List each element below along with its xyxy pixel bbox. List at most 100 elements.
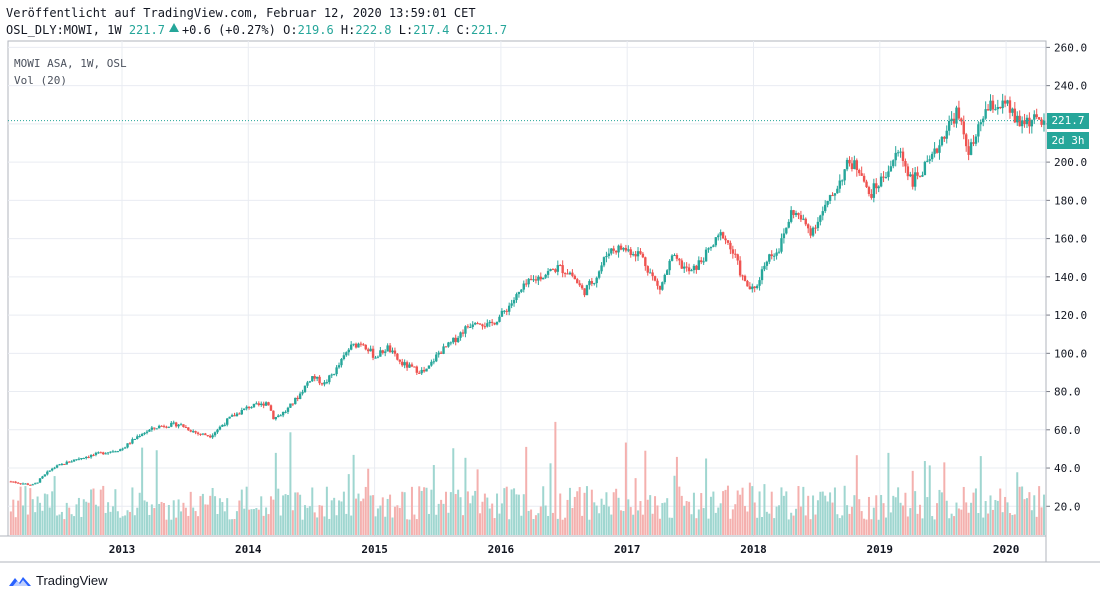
candle-body <box>877 186 880 189</box>
volume-bar <box>530 509 533 535</box>
candle-body <box>887 171 890 178</box>
candle-body <box>323 382 326 385</box>
candle-body <box>785 227 788 234</box>
candle-body <box>128 443 132 445</box>
volume-bar <box>1035 516 1038 535</box>
volume-bar <box>897 487 900 535</box>
volume-bar <box>194 511 197 535</box>
volume-bar <box>758 491 761 535</box>
volume-bar <box>406 519 409 535</box>
candle-body <box>301 392 304 394</box>
volume-bar <box>663 502 666 535</box>
volume-bar <box>85 501 88 535</box>
volume-bar <box>585 486 588 535</box>
volume-bar <box>211 487 214 535</box>
symbol-label[interactable]: OSL_DLY:MOWI, 1W <box>6 23 122 37</box>
volume-bar <box>442 503 445 535</box>
volume-bar <box>308 506 311 535</box>
candle-body <box>138 436 141 438</box>
volume-bar <box>564 517 567 535</box>
volume-bar <box>109 511 112 535</box>
candle-body <box>456 337 460 342</box>
volume-bar <box>410 486 413 535</box>
candle-body <box>933 148 936 154</box>
volume-bar <box>797 486 800 535</box>
candle-body <box>542 277 545 280</box>
volume-legend[interactable]: Vol (20) <box>14 74 67 87</box>
candle-body <box>510 303 513 306</box>
volume-bar <box>547 515 550 535</box>
candle-body <box>131 439 134 444</box>
candle-body <box>602 257 606 266</box>
candle-body <box>950 118 953 121</box>
candle-body <box>362 344 365 346</box>
candle-body <box>802 218 805 220</box>
candle-body <box>415 366 419 373</box>
candle-body <box>717 235 720 238</box>
volume-bar <box>153 508 156 535</box>
candle-body <box>401 361 404 366</box>
volume-bar <box>393 506 396 535</box>
volume-bar <box>554 421 557 535</box>
volume-bar <box>77 497 80 535</box>
volume-bar <box>250 509 253 535</box>
volume-bar <box>513 488 516 535</box>
candle-body <box>972 142 975 144</box>
candle-body <box>726 240 730 243</box>
price-change: +0.6 (+0.27%) <box>181 23 276 37</box>
candle-body <box>984 109 987 119</box>
volume-bar <box>712 491 715 535</box>
volume-bar <box>333 497 336 535</box>
candle-body <box>566 273 569 275</box>
volume-bar <box>629 507 632 535</box>
candle-body <box>678 258 681 261</box>
candle-body <box>89 454 93 458</box>
candle-body <box>396 353 399 360</box>
volume-bar <box>63 519 66 535</box>
candle-body <box>357 343 360 348</box>
volume-bar <box>301 519 304 535</box>
candle-body <box>165 426 168 428</box>
candle-body <box>595 277 598 284</box>
volume-bar <box>328 518 331 535</box>
candle-body <box>962 121 965 135</box>
candle-body <box>340 358 343 366</box>
volume-bar <box>972 492 975 535</box>
candle-body <box>571 272 574 276</box>
footer-brand[interactable]: TradingView <box>8 573 108 588</box>
candle-body <box>814 227 817 229</box>
candle-body <box>349 344 353 350</box>
candle-body <box>294 397 297 405</box>
candle-body <box>644 257 647 267</box>
candle-body <box>145 431 149 433</box>
volume-bar <box>408 519 411 535</box>
candle-body <box>576 279 579 284</box>
candle-body <box>352 343 355 345</box>
volume-bar <box>43 493 46 535</box>
volume-bar <box>923 461 926 535</box>
volume-bar <box>865 519 868 535</box>
volume-bar <box>192 507 195 535</box>
candle-body <box>437 352 440 355</box>
candle-body <box>670 255 674 261</box>
volume-bar <box>148 514 151 535</box>
candle-body <box>977 124 980 137</box>
volume-bar <box>9 511 12 535</box>
candle-body <box>19 483 22 485</box>
candle-body <box>901 151 905 161</box>
candle-body <box>539 276 542 280</box>
volume-bar <box>141 447 144 535</box>
volume-bar <box>877 519 880 535</box>
volume-bar <box>709 496 712 535</box>
candle-body <box>1011 108 1014 113</box>
volume-bar <box>474 490 477 535</box>
volume-bar <box>936 503 939 535</box>
volume-bar <box>850 506 853 535</box>
series-legend[interactable]: MOWI ASA, 1W, OSL <box>14 57 127 70</box>
candle-body <box>43 474 47 477</box>
candle-body <box>177 424 180 427</box>
volume-bar <box>39 502 42 535</box>
candle-body <box>605 256 608 258</box>
volume-bar <box>124 515 127 535</box>
